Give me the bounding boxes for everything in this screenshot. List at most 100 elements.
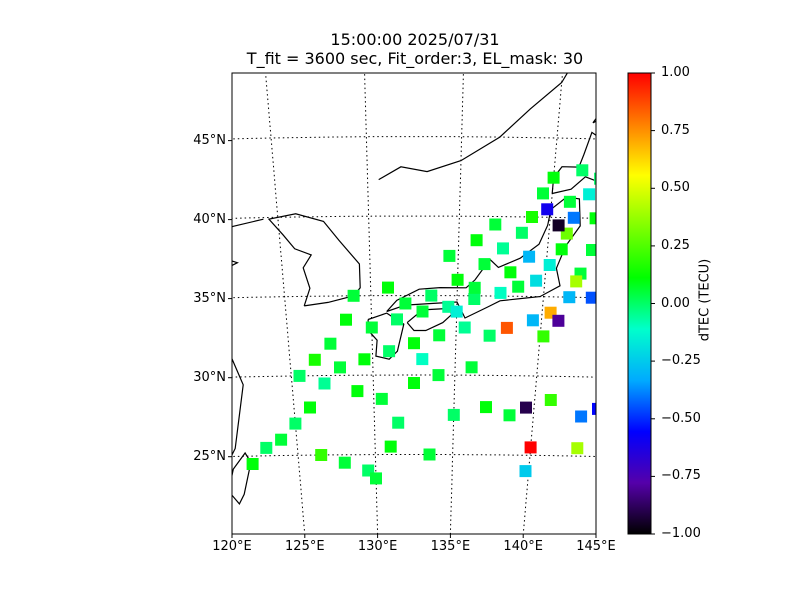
- observation-point: [611, 380, 623, 392]
- colorbar-label: dTEC (TECU): [697, 258, 713, 342]
- latitude-label: 45°N: [193, 132, 226, 148]
- parallel-line: [232, 454, 596, 457]
- observation-point: [465, 361, 478, 374]
- longitude-label: 135°E: [430, 539, 471, 554]
- observation-point: [567, 211, 580, 224]
- observation-point: [260, 441, 273, 454]
- colorbar-tick-label: −0.50: [661, 410, 701, 426]
- observation-point: [433, 329, 446, 342]
- observation-point: [547, 171, 560, 184]
- observation-point: [351, 385, 364, 398]
- observation-point: [592, 402, 596, 415]
- observation-point: [489, 218, 502, 231]
- observation-point: [384, 440, 397, 453]
- longitude-label: 120°E: [212, 539, 252, 554]
- coastline-segment: [378, 73, 569, 181]
- observation-point: [416, 305, 429, 318]
- observation-point: [450, 305, 463, 318]
- meridian-line: [522, 73, 564, 534]
- latitude-label: 25°N: [193, 448, 226, 464]
- observation-point: [443, 249, 456, 262]
- observation-point: [583, 188, 596, 201]
- colorbar-ticks: [651, 72, 655, 535]
- observation-point: [447, 408, 460, 421]
- observation-point: [383, 345, 396, 358]
- observation-point: [606, 149, 618, 161]
- graticule-lines: [232, 73, 596, 534]
- observation-point: [594, 172, 596, 185]
- observation-point: [602, 260, 614, 272]
- observation-point: [563, 291, 576, 304]
- parallel-line: [232, 295, 596, 299]
- observation-point: [470, 234, 483, 247]
- longitude-label: 140°E: [503, 539, 543, 554]
- observation-point: [597, 479, 609, 491]
- longitude-label: 130°E: [357, 539, 398, 554]
- observation-point: [391, 313, 403, 326]
- observation-point: [347, 289, 360, 302]
- plot-title-line1: 15:00:00 2025/07/31: [330, 30, 500, 49]
- observation-point: [537, 187, 549, 200]
- colorbar-tick-label: 0.50: [661, 180, 690, 196]
- observation-point: [515, 226, 528, 239]
- meridian-line: [265, 73, 306, 534]
- observation-point: [478, 258, 491, 271]
- observation-point: [512, 280, 525, 293]
- coastline-segment: [267, 213, 361, 307]
- observation-point: [318, 377, 331, 390]
- coastline-segment: [232, 218, 264, 457]
- observation-point: [358, 353, 371, 366]
- observation-point: [571, 442, 584, 455]
- observation-point: [494, 286, 507, 299]
- coastline-segment: [551, 131, 596, 195]
- observation-point: [497, 242, 509, 255]
- observation-point: [480, 401, 492, 414]
- colorbar-tick-label: 0.25: [661, 237, 690, 253]
- observation-point: [408, 377, 420, 389]
- observation-point: [552, 219, 565, 232]
- longitude-ticks: [231, 534, 597, 538]
- observation-point: [275, 433, 288, 446]
- observation-point: [543, 259, 556, 271]
- observation-point: [432, 369, 445, 382]
- observation-point: [375, 392, 388, 405]
- observation-point: [523, 250, 536, 263]
- latitude-ticks: [228, 140, 232, 458]
- observation-point: [338, 456, 351, 469]
- meridian-line: [449, 73, 464, 534]
- observation-point: [597, 228, 609, 240]
- observation-point: [599, 467, 611, 479]
- observation-point: [519, 465, 532, 478]
- observation-point: [524, 441, 537, 454]
- observation-point: [520, 401, 532, 414]
- observation-point: [544, 394, 557, 406]
- observation-point: [458, 321, 471, 334]
- observation-point: [416, 353, 429, 366]
- observation-point: [503, 409, 516, 422]
- observation-point: [541, 203, 554, 216]
- observation-point: [382, 281, 394, 294]
- parallel-line: [232, 136, 596, 140]
- observation-point: [570, 275, 583, 288]
- colorbar-tick-label: 1.00: [661, 65, 690, 80]
- observation-point: [576, 164, 589, 177]
- latitude-label: 40°N: [193, 211, 226, 227]
- observation-point: [589, 212, 596, 225]
- observation-point: [530, 274, 543, 287]
- observation-point: [555, 243, 568, 256]
- observation-point: [500, 321, 513, 334]
- colorbar-tick-label: −1.00: [661, 526, 701, 541]
- observation-point: [425, 289, 438, 302]
- latitude-label: 35°N: [193, 290, 226, 306]
- map-plot-area: [232, 73, 623, 534]
- observation-point: [526, 211, 538, 223]
- observation-point: [399, 297, 412, 310]
- observation-point: [526, 314, 539, 327]
- observation-point: [315, 449, 328, 461]
- observation-point: [575, 410, 588, 423]
- observation-point: [552, 314, 565, 327]
- meridian-line: [364, 73, 379, 534]
- observation-points: [246, 149, 623, 491]
- observation-point: [289, 417, 302, 430]
- observation-point: [423, 448, 436, 461]
